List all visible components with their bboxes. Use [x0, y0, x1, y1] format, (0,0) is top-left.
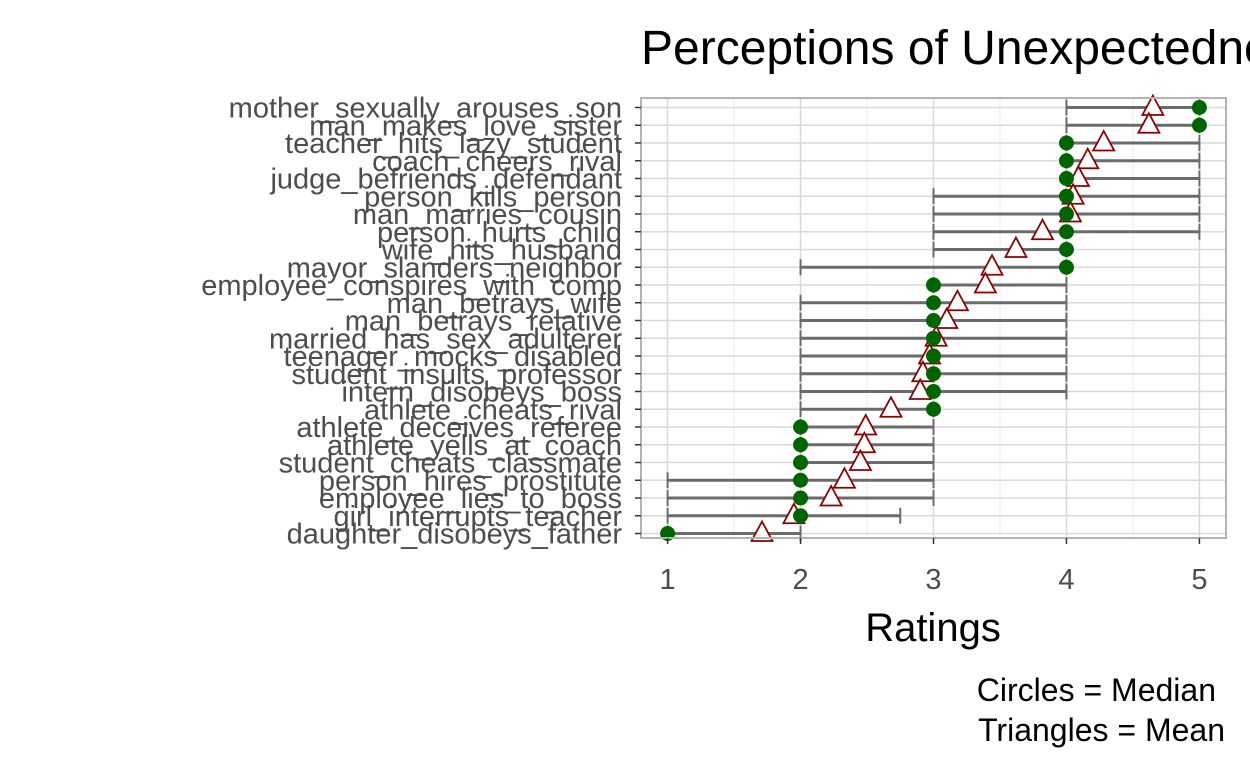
y-tick-label: teacher_hits_lazy_student [285, 128, 622, 160]
y-axis-labels: mother_sexually_arouses_sonman_makes_lov… [201, 93, 622, 551]
median-point [926, 277, 941, 293]
median-point [1058, 153, 1074, 169]
y-tick-label: coach_cheers_rival [372, 146, 622, 178]
y-tick-label: employee_lies_to_boss [319, 483, 622, 515]
median-point [793, 472, 809, 488]
mean-marker [973, 271, 998, 294]
caption-median: Circles = Median [977, 672, 1216, 708]
mean-marker [848, 448, 873, 471]
median-point [1191, 117, 1207, 133]
y-tick-label: student_insults_professor [292, 359, 623, 391]
median-point [793, 437, 809, 453]
mean-marker [979, 253, 1005, 276]
median-point [926, 366, 941, 382]
median-point [1058, 188, 1074, 204]
y-tick-label: teenager_mocks_disabled [283, 341, 622, 373]
x-axis-labels: 1 2 3 4 5 [660, 564, 1208, 596]
median-point [926, 348, 941, 364]
median-point [926, 401, 941, 417]
y-tick-label: person_kills_person [364, 181, 622, 213]
median-point [793, 419, 809, 435]
mean-marker [945, 288, 970, 312]
y-tick-label: employee_conspires_with_comp [201, 270, 622, 302]
median-point [793, 455, 809, 470]
mean-marker [1030, 217, 1055, 241]
caption-mean: Triangles = Mean [978, 712, 1225, 748]
mean-marker [832, 466, 857, 489]
x-axis-ticks [666, 538, 1201, 544]
y-tick-label: married_has_sex_adulterer [269, 323, 622, 355]
median-point [926, 384, 941, 399]
y-tick-label: student_cheats_classmate [279, 448, 622, 480]
mean-marker [819, 484, 844, 507]
x-tick-label: 4 [1058, 564, 1074, 596]
y-axis-ticks [635, 106, 641, 535]
mean-marker [1075, 146, 1100, 170]
mean-markers [749, 93, 1165, 542]
y-tick-label: athlete_deceives_referee [296, 412, 622, 444]
median-point [1058, 135, 1074, 151]
y-tick-label: person_hurts_child [377, 217, 622, 249]
median-point [793, 508, 809, 524]
median-point [1191, 100, 1207, 115]
median-points [660, 100, 1207, 541]
mean-marker [878, 395, 903, 418]
x-tick-label: 3 [925, 564, 941, 596]
mean-marker [749, 519, 774, 542]
mean-marker [908, 377, 933, 400]
median-point [793, 490, 809, 506]
y-tick-label: athlete_cheats_rival [364, 394, 622, 426]
x-tick-label: 1 [660, 564, 676, 596]
y-tick-label: mother_sexually_arouses_son [229, 93, 622, 125]
mean-marker [1003, 235, 1028, 258]
median-point [926, 330, 941, 346]
y-tick-label: person_hires_prostitute [319, 465, 622, 497]
median-point [1058, 242, 1074, 257]
y-tick-label: man_marries_cousin [353, 199, 622, 231]
x-tick-label: 2 [792, 564, 808, 596]
median-point [1058, 206, 1074, 222]
median-point [1058, 171, 1074, 186]
y-tick-label: athlete_yells_at_coach [327, 430, 622, 462]
y-tick-label: girl_interrupts_teacher [333, 501, 622, 533]
y-tick-label: intern_disobeys_boss [341, 377, 622, 409]
median-point [1058, 224, 1074, 240]
y-tick-label: man_betrays_wife [387, 288, 622, 320]
mean-marker [1136, 111, 1161, 134]
mean-marker [1091, 129, 1116, 152]
mean-marker [1140, 93, 1165, 116]
median-point [926, 295, 941, 311]
x-tick-label: 5 [1191, 564, 1207, 596]
median-point [1058, 259, 1074, 275]
mean-marker [852, 430, 877, 454]
y-tick-label: wife_hits_husband [381, 235, 622, 267]
y-tick-label: man_makes_love_sister [309, 110, 622, 142]
chart-title: Perceptions of Unexpectedness [641, 22, 1250, 75]
y-tick-label: mayor_slanders_neighbor [287, 252, 623, 284]
y-tick-label: daughter_disobeys_father [287, 519, 623, 551]
median-point [926, 313, 941, 328]
x-axis-title: Ratings [865, 606, 1001, 650]
y-tick-label: judge_befriends_defendant [269, 164, 622, 196]
mean-marker [934, 306, 959, 329]
y-tick-label: man_betrays_relative [345, 306, 622, 338]
mean-marker [853, 413, 878, 436]
